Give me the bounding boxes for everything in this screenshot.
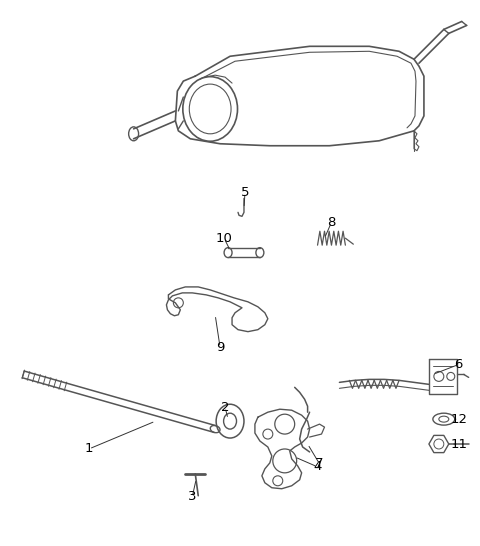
Text: 1: 1: [84, 442, 93, 455]
Circle shape: [447, 372, 455, 381]
Text: 7: 7: [315, 458, 324, 471]
Text: 2: 2: [221, 401, 229, 414]
Circle shape: [434, 371, 444, 381]
Text: 9: 9: [216, 341, 224, 354]
Text: 8: 8: [327, 216, 336, 229]
Text: 10: 10: [216, 232, 232, 245]
Text: 3: 3: [188, 490, 196, 503]
Text: 12: 12: [450, 413, 467, 426]
Text: 11: 11: [450, 437, 467, 450]
Text: 4: 4: [313, 460, 322, 473]
Text: 6: 6: [455, 358, 463, 371]
Text: 5: 5: [241, 186, 249, 199]
